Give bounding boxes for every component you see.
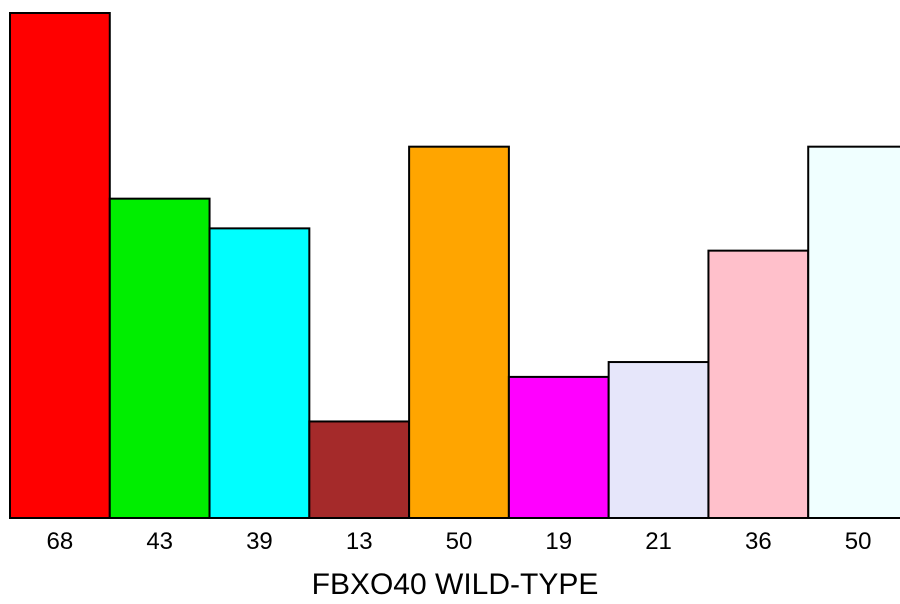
x-tick-label-8: 36 <box>745 528 772 555</box>
x-tick-label-6: 19 <box>545 528 572 555</box>
x-tick-label-9: 50 <box>845 528 872 555</box>
x-tick-label-4: 13 <box>346 528 373 555</box>
bar-1 <box>9 12 111 519</box>
bar-3 <box>208 227 311 519</box>
x-axis-title: FBXO40 WILD-TYPE <box>312 568 599 601</box>
bar-5 <box>408 145 510 519</box>
x-tick-label-2: 43 <box>146 528 173 555</box>
x-tick-label-7: 21 <box>645 528 672 555</box>
bar-4 <box>308 420 411 519</box>
bar-2 <box>108 197 211 519</box>
bar-9 <box>807 145 900 519</box>
bars-group <box>9 12 900 520</box>
x-tick-labels: 68 43 39 13 50 19 21 36 50 <box>47 528 872 555</box>
x-tick-label-5: 50 <box>446 528 473 555</box>
bar-8 <box>707 249 810 519</box>
bar-6 <box>507 375 610 519</box>
x-tick-label-1: 68 <box>47 528 74 555</box>
bar-7 <box>607 361 710 520</box>
x-tick-label-3: 39 <box>246 528 273 555</box>
